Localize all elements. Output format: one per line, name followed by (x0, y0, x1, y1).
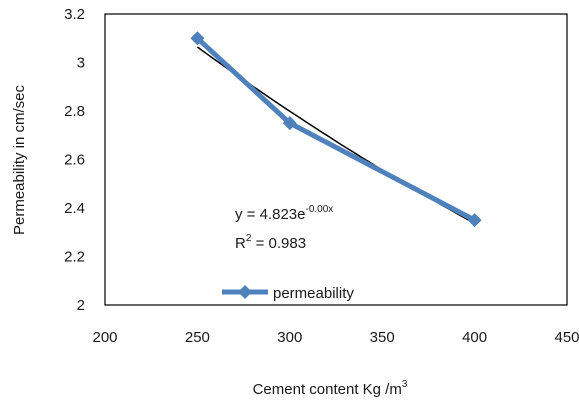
series-layer (190, 31, 482, 228)
r-squared-value: = 0.983 (251, 235, 306, 252)
x-axis-title-text: Cement content Kg /m (253, 381, 402, 398)
y-tick-label: 2 (77, 297, 85, 314)
trendline-equation: y = 4.823e-0.00x (235, 204, 333, 223)
r-squared-text: R2 = 0.983 (235, 233, 306, 252)
legend: permeability (222, 285, 354, 302)
x-tick-label: 450 (554, 329, 579, 346)
data-point (467, 213, 482, 228)
data-point (282, 116, 297, 131)
x-tick-label: 350 (370, 329, 395, 346)
y-tick-label: 2.6 (64, 152, 85, 169)
y-tick-label: 3 (77, 55, 85, 72)
y-tick-label: 2.8 (64, 103, 85, 120)
x-tick-label: 300 (277, 329, 302, 346)
x-axis-title-superscript: 3 (402, 379, 408, 390)
r-squared-superscript: 2 (246, 233, 252, 244)
y-tick-label: 2.2 (64, 249, 85, 266)
x-axis-title: Cement content Kg /m3 (253, 379, 408, 398)
x-tick-label: 400 (462, 329, 487, 346)
x-tick-label: 200 (92, 329, 117, 346)
plot-area (104, 13, 568, 306)
y-tick-label: 3.2 (64, 6, 85, 23)
r-squared-label: R (235, 235, 246, 252)
y-axis-ticks: 2 2.2 2.4 2.6 2.8 3 3.2 (64, 6, 85, 314)
y-tick-label: 2.4 (64, 200, 85, 217)
x-tick-label: 250 (185, 329, 210, 346)
equation-exponent: -0.00x (305, 204, 333, 215)
y-axis-title: Permeability in cm/sec (11, 84, 28, 235)
equation-base: y = 4.823e (235, 206, 305, 223)
data-point (190, 31, 205, 46)
legend-label: permeability (273, 285, 354, 302)
legend-marker (238, 285, 252, 299)
x-axis-ticks: 200 250 300 350 400 450 (92, 329, 579, 346)
